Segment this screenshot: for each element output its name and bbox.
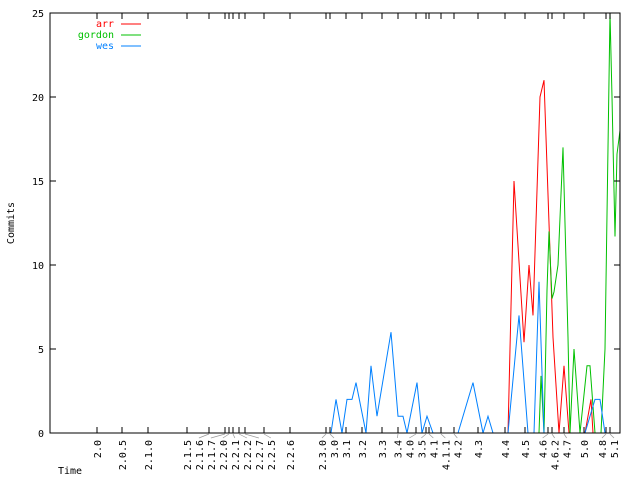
x-tick-leader bbox=[609, 433, 615, 439]
x-tick-label: 2.2.6 bbox=[286, 440, 297, 470]
x-tick-leader bbox=[428, 433, 434, 439]
x-tick-label: 4.1.1 bbox=[441, 440, 452, 470]
y-tick-label: 15 bbox=[32, 177, 44, 188]
x-tick-label: 2.3.0 bbox=[318, 440, 329, 470]
y-axis-label: Commits bbox=[6, 202, 17, 244]
legend-label-gordon: gordon bbox=[78, 30, 114, 41]
x-tick-leader bbox=[244, 433, 259, 439]
x-tick-label: 4.6 bbox=[539, 440, 550, 458]
x-tick-label: 3.1 bbox=[342, 440, 353, 458]
x-tick-leader bbox=[198, 433, 210, 439]
x-tick-label: 4.3 bbox=[474, 440, 485, 458]
x-tick-leader bbox=[321, 433, 327, 439]
x-tick-label: 5.0 bbox=[580, 440, 591, 458]
x-tick-label: 4.7 bbox=[563, 440, 574, 458]
y-tick-label: 0 bbox=[38, 429, 44, 440]
x-tick-leader bbox=[421, 433, 427, 439]
x-tick-leader bbox=[238, 433, 248, 439]
x-tick-label: 5.1 bbox=[610, 440, 621, 458]
legend-label-wes: wes bbox=[96, 41, 114, 52]
x-tick-leader bbox=[329, 433, 335, 439]
x-tick-leader bbox=[440, 433, 446, 439]
x-axis: 2.0 2.0.5 2.1.0 2.1.5 2.1.6 2.1.7 2.2.0 2.2.1 2.… bbox=[93, 13, 621, 470]
x-tick-label: 2.1.6 bbox=[195, 440, 206, 470]
y-axis: 0 5 10 15 20 25 bbox=[32, 9, 620, 440]
x-tick-label: 4.0 bbox=[405, 440, 416, 458]
x-tick-label: 2.2.2 bbox=[243, 440, 254, 470]
x-tick-leader bbox=[210, 433, 226, 439]
y-tick-label: 25 bbox=[32, 9, 44, 20]
x-tick-label: 2.2.0 bbox=[219, 440, 230, 470]
x-tick-leader bbox=[453, 433, 458, 439]
x-tick-label: 4.2 bbox=[453, 440, 464, 458]
x-tick-leader bbox=[222, 433, 230, 439]
x-tick-label: 2.2.1 bbox=[231, 440, 242, 470]
plot-border bbox=[49, 12, 621, 434]
x-tick-label: 4.6.2 bbox=[551, 440, 562, 470]
x-tick-label: 2.2.7 bbox=[255, 440, 266, 470]
x-axis-label: Time bbox=[58, 466, 82, 477]
x-tick-label: 2.1.5 bbox=[183, 440, 194, 470]
series-lines bbox=[50, 12, 621, 434]
x-tick-leader bbox=[551, 433, 555, 439]
x-tick-label: 3.5 bbox=[417, 440, 428, 458]
x-tick-leader bbox=[396, 433, 399, 439]
x-tick-leader bbox=[409, 433, 417, 439]
x-tick-label: 3.3 bbox=[378, 440, 389, 458]
x-tick-label: 4.4 bbox=[501, 440, 512, 458]
x-tick-label: 3.0 bbox=[330, 440, 341, 458]
x-tick-label: 4.1 bbox=[429, 440, 440, 458]
y-tick-label: 5 bbox=[38, 345, 44, 356]
x-tick-label: 4.8 bbox=[598, 440, 609, 458]
x-tick-label: 2.2.5 bbox=[267, 440, 278, 470]
y-tick-label: 20 bbox=[32, 93, 44, 104]
x-tick-leader bbox=[601, 433, 607, 439]
series-line-wes bbox=[50, 281, 620, 434]
x-tick-label: 3.4 bbox=[393, 440, 404, 458]
x-tick-leader bbox=[542, 433, 549, 439]
x-tick-label: 4.5 bbox=[521, 440, 532, 458]
x-tick-leader bbox=[263, 433, 272, 439]
legend-label-arr: arr bbox=[96, 19, 114, 30]
x-tick-label: 2.0.5 bbox=[118, 440, 129, 470]
x-tick-label: 2.0 bbox=[93, 440, 104, 458]
x-tick-leader bbox=[232, 433, 236, 439]
x-tick-leader bbox=[563, 433, 567, 439]
x-tick-label: 2.1.7 bbox=[207, 440, 218, 470]
x-tick-label: 3.2 bbox=[358, 440, 369, 458]
series-line-arr bbox=[50, 80, 620, 434]
y-tick-label: 10 bbox=[32, 261, 44, 272]
x-tick-label: 2.1.0 bbox=[144, 440, 155, 470]
series-line-gordon bbox=[50, 12, 621, 434]
